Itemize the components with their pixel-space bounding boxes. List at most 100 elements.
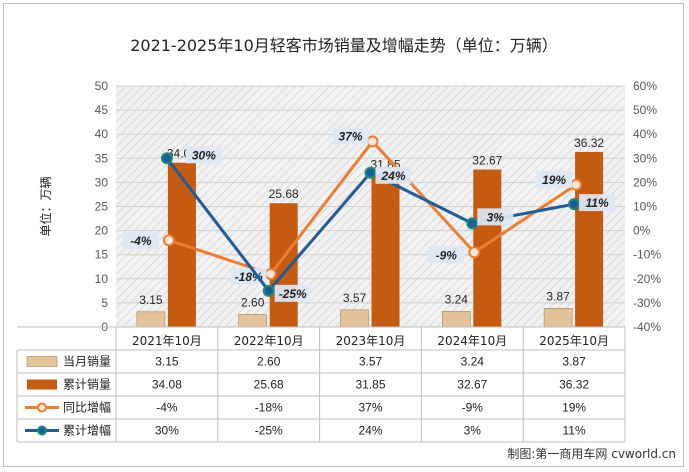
yoy-growth-marker <box>366 135 379 148</box>
category-label: 2021年10月 <box>132 334 202 348</box>
cumulative-growth-label-box <box>375 166 412 184</box>
legend-cumulative-growth-marker <box>37 425 47 436</box>
monthly-sales-bar <box>238 314 267 328</box>
table-cell: 2.60 <box>257 355 281 369</box>
table-cell: -4% <box>156 401 178 415</box>
table-cell: -25% <box>255 424 283 438</box>
cumulative-sales-label: 32.67 <box>472 154 502 168</box>
table-cell: 37% <box>358 401 382 415</box>
y-axis-label: 单位：万辆 <box>38 176 53 236</box>
yoy-growth-label-box <box>536 170 573 188</box>
cumulative-growth-marker <box>568 198 581 211</box>
cumulative-growth-label-box <box>477 208 514 226</box>
yoy-growth-label: 19% <box>542 173 566 187</box>
yoy-growth-marker <box>468 246 481 259</box>
yoy-growth-marker <box>162 234 175 247</box>
cumulative-sales-bar <box>269 203 298 327</box>
cumulative-growth-label: 3% <box>487 210 505 224</box>
legend-label: 同比增幅 <box>63 400 111 415</box>
legend-label: 当月销量 <box>63 355 111 369</box>
y2-tick-label: -40% <box>633 320 661 334</box>
category-label: 2022年10月 <box>234 334 304 348</box>
table-cell: 19% <box>562 401 586 415</box>
y2-tick-label: -30% <box>633 296 661 310</box>
y-tick-label: 20 <box>95 224 109 238</box>
yoy-growth-marker <box>264 267 277 280</box>
chart-frame: 2021-2025年10月轻客市场销量及增幅走势（单位：万辆） 0 5 10 15 20… <box>3 3 684 467</box>
table-cell: 3% <box>464 424 482 438</box>
table-cell: 11% <box>563 424 586 438</box>
yoy-growth-label-box <box>428 246 465 264</box>
legend-monthly-sales-swatch <box>26 356 58 367</box>
cumulative-growth-marker <box>364 166 377 179</box>
y-tick-label: 40 <box>95 127 109 141</box>
table-cell: 36.32 <box>559 378 589 392</box>
monthly-sales-label: 3.87 <box>546 289 570 303</box>
cumulative-growth-label: 24% <box>380 169 405 183</box>
table-cell: 32.67 <box>457 378 487 392</box>
cumulative-growth-marker <box>466 217 479 230</box>
legend-label: 累计增幅 <box>63 423 111 438</box>
category-label: 2025年10月 <box>539 334 609 348</box>
monthly-sales-bar <box>340 309 369 328</box>
table-cell: 24% <box>358 424 382 438</box>
monthly-sales-label: 2.60 <box>241 295 265 309</box>
category-label: 2023年10月 <box>336 334 406 348</box>
cumulative-growth-label-box <box>579 194 616 212</box>
monthly-sales-label: 3.57 <box>343 291 367 305</box>
cumulative-growth-label: -25% <box>279 287 307 301</box>
y-tick-label: 45 <box>95 103 109 117</box>
monthly-sales-bar <box>543 308 573 328</box>
monthly-sales-bar <box>441 311 471 328</box>
table-cell: -18% <box>255 401 283 415</box>
cumulative-sales-label: 36.32 <box>574 136 604 150</box>
cumulative-sales-bar <box>371 173 400 327</box>
y2-tick-label: -20% <box>633 272 661 286</box>
table-cell: -9% <box>462 401 484 415</box>
y-tick-label: 5 <box>101 296 108 310</box>
table-cell: 3.15 <box>155 355 179 369</box>
y-tick-label: 15 <box>95 248 109 262</box>
monthly-sales-label: 3.24 <box>445 292 469 306</box>
cumulative-growth-marker <box>262 284 275 297</box>
yoy-growth-label-box <box>122 232 159 250</box>
chart-canvas: 2021-2025年10月轻客市场销量及增幅走势（单位：万辆） 05101520… <box>16 36 676 461</box>
cumulative-sales-label: 25.68 <box>269 187 299 201</box>
y2-tick-label: 60% <box>633 79 657 93</box>
table-cell: 34.08 <box>152 378 182 392</box>
legend-cumulative-sales-swatch <box>27 379 57 390</box>
table-cell: 31.85 <box>355 378 385 392</box>
y2-tick-label: 50% <box>633 103 657 117</box>
y-tick-label: 50 <box>95 79 109 93</box>
table-cell: 25.68 <box>254 378 284 392</box>
table-cell: 3.24 <box>461 355 485 369</box>
y2-tick-label: 10% <box>633 200 657 214</box>
chart-title: 2021-2025年10月轻客市场销量及增幅走势（单位：万辆） <box>130 36 558 55</box>
y-tick-label: 25 <box>95 200 109 214</box>
cumulative-growth-label-box <box>185 146 222 164</box>
monthly-sales-bar <box>136 311 166 328</box>
cumulative-growth-label-box <box>274 284 311 302</box>
yoy-growth-label: -9% <box>436 248 458 262</box>
y2-tick-label: 0% <box>633 224 651 238</box>
cumulative-growth-label: 11% <box>586 196 609 210</box>
y2-tick-label: 30% <box>633 151 657 165</box>
y2-tick-label: -10% <box>633 248 661 262</box>
y-tick-label: 35 <box>95 151 109 165</box>
category-label: 2024年10月 <box>437 334 507 348</box>
table-cell: 3.57 <box>359 355 383 369</box>
legend-label: 累计销量 <box>63 378 111 392</box>
yoy-growth-label-box <box>230 267 267 285</box>
source-credit: 制图:第一商用车网 cvworld.cn <box>507 446 676 461</box>
yoy-growth-label: 37% <box>338 129 362 143</box>
yoy-growth-label: -4% <box>130 234 152 248</box>
yoy-growth-label-box <box>332 127 369 145</box>
y-tick-label: 30 <box>95 175 109 189</box>
cumulative-sales-bar <box>575 151 604 327</box>
cumulative-growth-marker <box>160 152 173 165</box>
y-tick-label: 10 <box>95 272 109 286</box>
y2-tick-label: 20% <box>633 175 657 189</box>
cumulative-growth-label: 30% <box>192 148 216 162</box>
table-cell: 3.87 <box>562 355 586 369</box>
monthly-sales-label: 3.15 <box>139 293 163 307</box>
